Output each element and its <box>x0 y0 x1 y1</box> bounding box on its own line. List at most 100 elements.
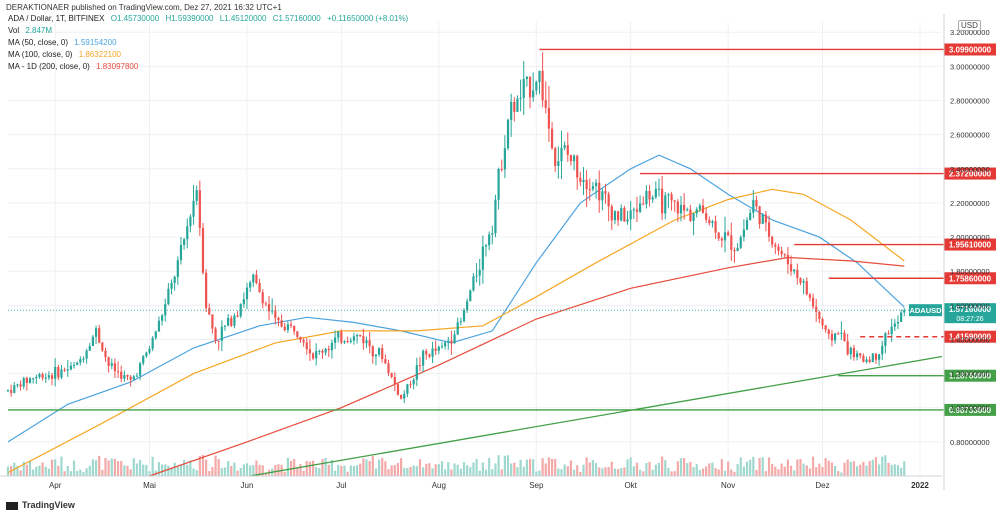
candle-body <box>679 204 683 214</box>
volume-bar <box>679 458 683 476</box>
candle-body <box>208 308 211 315</box>
candle-body <box>245 287 249 300</box>
legend-low: L1.45120000 <box>219 14 267 23</box>
candle-body <box>283 326 286 331</box>
volume-bar <box>786 459 790 476</box>
candle-body <box>151 337 154 349</box>
volume-bar <box>352 465 356 476</box>
candle-body <box>173 276 176 283</box>
candle-body <box>745 220 749 230</box>
volume-bar <box>302 470 305 476</box>
volume-bar <box>701 468 705 476</box>
candle-body <box>588 189 591 191</box>
volume-bar <box>462 462 466 476</box>
volume-bar <box>32 469 35 476</box>
volume-bar <box>425 463 428 476</box>
candle-body <box>170 282 173 289</box>
currency-badge[interactable]: USD <box>958 20 981 31</box>
legend-volume-value: 2.847M <box>25 26 53 35</box>
candle-body <box>440 346 444 348</box>
candle-body <box>676 201 679 214</box>
legend-ma100[interactable]: MA (100, close, 0) 1.86322100 <box>8 50 121 59</box>
volume-bar <box>736 464 739 476</box>
volume-bar <box>444 469 447 476</box>
volume-bar <box>399 458 403 476</box>
ma50-line <box>7 154 905 443</box>
volume-bar <box>591 460 595 476</box>
candle-body <box>884 333 887 346</box>
volume-bar <box>283 471 286 476</box>
volume-bar <box>120 461 123 476</box>
candle-body <box>572 155 576 162</box>
candle-body <box>789 264 793 272</box>
candle-body <box>896 321 900 324</box>
volume-bar <box>396 462 400 476</box>
volume-bar <box>727 461 730 476</box>
candle-body <box>447 340 450 343</box>
candle-body <box>579 177 582 183</box>
volume-bar <box>686 463 689 476</box>
volume-bar <box>337 464 340 476</box>
candle-body <box>654 188 657 198</box>
candle-body <box>403 393 406 399</box>
volume-bar <box>535 471 538 476</box>
candle-body <box>893 323 896 327</box>
volume-bar <box>236 470 239 476</box>
candle-body <box>459 321 462 323</box>
candle-body <box>381 348 384 360</box>
volume-bar <box>82 471 85 476</box>
candle-body <box>223 325 227 327</box>
candle-body <box>488 234 491 246</box>
price-label-box <box>944 43 996 56</box>
volume-bar <box>57 465 60 476</box>
candle-body <box>881 345 884 355</box>
candle-body <box>72 364 76 366</box>
legend-symbol[interactable]: ADA / Dollar, 1T, BITFINEX O1.45730000 H… <box>8 14 408 23</box>
candle-body <box>708 219 711 224</box>
candle-body <box>673 200 676 202</box>
volume-bar <box>19 470 22 476</box>
candle-body <box>280 320 283 327</box>
tradingview-logo[interactable]: TradingView <box>6 500 75 510</box>
candle-body <box>362 336 365 344</box>
candle-body <box>79 359 82 363</box>
legend-ma200[interactable]: MA - 1D (200, close, 0) 1.83097800 <box>8 62 138 71</box>
legend-volume[interactable]: Vol 2.847M <box>8 26 52 35</box>
candle-body <box>343 341 346 343</box>
volume-bar <box>576 465 579 476</box>
volume-bar <box>264 472 267 476</box>
volume-bar <box>560 469 563 476</box>
y-tick-label: 1.20000000 <box>950 370 990 379</box>
volume-bar <box>249 465 252 476</box>
candle-body <box>723 232 727 241</box>
candle-body <box>50 375 54 379</box>
legend-ma50[interactable]: MA (50, close, 0) 1.59154200 <box>8 38 117 47</box>
candle-body <box>444 342 447 347</box>
candle-body <box>258 282 261 293</box>
candle-body <box>868 359 871 363</box>
volume-bar <box>186 464 189 476</box>
candle-body <box>730 235 733 250</box>
volume-bar <box>437 464 440 476</box>
volume-bar <box>16 465 19 476</box>
candle-body <box>126 375 129 377</box>
candle-body <box>214 328 217 341</box>
tradingview-logo-text: TradingView <box>22 500 75 510</box>
candle-body <box>481 246 484 270</box>
candle-body <box>510 101 513 120</box>
current-price-value: 1.57160000 <box>949 305 992 314</box>
volume-bar <box>142 464 145 476</box>
volume-bars <box>6 454 906 476</box>
volume-bar <box>635 462 639 476</box>
volume-bar <box>884 455 887 476</box>
volume-bar <box>135 463 139 476</box>
candle-body <box>667 194 670 196</box>
volume-bar <box>192 468 195 476</box>
candle-body <box>47 375 50 378</box>
volume-bar <box>98 455 101 476</box>
volume-bar <box>223 467 227 476</box>
candle-body <box>604 191 607 194</box>
volume-bar <box>793 470 796 476</box>
legend-ma200-label: MA - 1D (200, close, 0) <box>8 62 90 71</box>
